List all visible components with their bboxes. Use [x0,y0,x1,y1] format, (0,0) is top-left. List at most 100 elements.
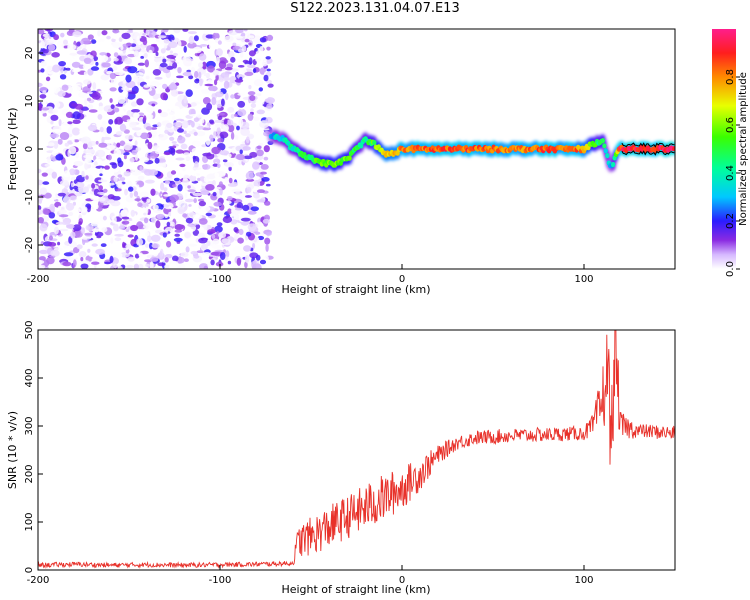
noise-blob [42,208,49,215]
noise-blob [117,174,123,178]
noise-blob [205,137,211,146]
noise-blob [192,167,202,171]
ridge-core [268,132,675,169]
noise-blob [174,180,182,184]
noise-blob [188,204,192,207]
noise-blob [265,97,275,104]
noise-blob [219,252,226,260]
noise-blob [167,108,171,112]
noise-blob [174,224,184,231]
noise-blob [70,231,76,239]
noise-blob [107,154,112,161]
noise-blob [150,222,156,226]
noise-blob [196,125,204,130]
noise-blob [61,188,68,195]
noise-blob [119,123,127,132]
noise-blob [198,237,208,244]
noise-blob [98,105,104,111]
noise-blob [135,184,140,189]
noise-blob [243,29,248,32]
noise-blob [192,140,201,147]
noise-blob [143,84,150,88]
noise-blob [237,108,247,117]
noise-blob [111,38,116,42]
noise-blob [158,133,168,141]
noise-blob [87,124,98,132]
noise-blob [260,171,267,175]
noise-blob [91,261,100,265]
noise-blob [252,242,256,249]
snr-y-ticks: 0 100 200 300 400 500 [24,320,43,573]
noise-blob [130,224,139,232]
noise-blob [224,35,234,42]
noise-blob [211,234,216,240]
noise-blob [252,263,262,269]
colorbar-tick-label: 0.0 [725,261,736,277]
noise-blob [242,146,251,151]
noise-blob [247,223,257,232]
noise-blob [90,195,99,201]
noise-blob [122,102,131,110]
noise-blob [175,149,184,154]
y-tick-label: -20 [24,237,35,253]
noise-blob [65,67,71,71]
noise-blob [152,69,162,76]
noise-blob [101,55,109,62]
noise-blob [162,83,168,89]
noise-blob [98,185,104,191]
noise-blob [121,220,130,225]
noise-blob [185,133,191,138]
noise-blob [224,118,228,125]
noise-blob [71,61,81,68]
noise-blob [149,242,153,250]
noise-blob [95,80,103,88]
noise-blob [101,120,107,128]
noise-blob [66,224,75,229]
noise-blob [135,72,145,78]
noise-blob [123,154,127,160]
colorbar-tick-label: 0.4 [725,165,736,181]
noise-blob [67,140,74,145]
noise-blob [113,149,122,157]
y-tick-label: 10 [24,95,35,108]
noise-blob [76,244,83,250]
noise-blob [198,200,206,207]
noise-blob [256,145,262,149]
noise-blob [170,221,175,227]
noise-blob [122,152,130,156]
noise-blob [196,114,203,118]
noise-blob [83,154,92,159]
noise-blob [137,175,145,181]
noise-blob [121,216,130,220]
noise-blob [72,264,76,268]
noise-blob [84,158,88,164]
noise-blob [146,114,154,119]
noise-blob [222,159,228,163]
noise-blob [98,142,108,148]
noise-blob [53,226,59,235]
colorbar: 0.0 0.2 0.4 0.6 0.8 Normalized spectral ampl… [712,29,749,277]
noise-blob [255,98,265,106]
x-tick-label: -100 [209,274,232,285]
noise-blob [44,163,51,167]
noise-blob [224,161,234,168]
noise-blob [202,164,211,170]
noise-blob [73,83,82,91]
noise-blob [42,90,47,95]
noise-blob [72,119,81,124]
noise-blob [255,57,261,62]
noise-blob [224,67,233,71]
noise-blob [149,261,154,269]
noise-blob [129,91,138,95]
noise-blob [143,224,149,229]
noise-blob [201,243,208,250]
noise-blob [237,65,245,68]
noise-blob [39,187,48,195]
noise-blob [264,200,271,206]
noise-blob [189,212,197,216]
noise-blob [136,129,142,137]
noise-blob [200,44,208,47]
noise-blob [206,103,213,111]
noise-blob [183,258,189,263]
noise-blob [227,191,234,195]
